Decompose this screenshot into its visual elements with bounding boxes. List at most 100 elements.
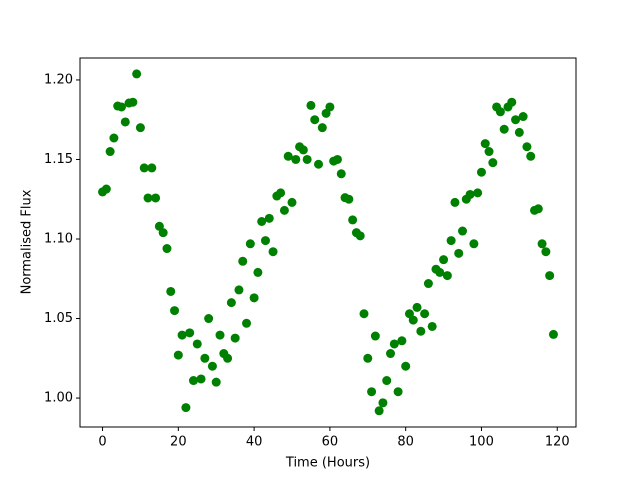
y-tick-label: 1.15 (44, 152, 73, 167)
point (135, 123, 145, 133)
point (442, 271, 452, 281)
point (374, 406, 384, 416)
point (192, 339, 202, 349)
x-tick-label: 0 (98, 435, 106, 450)
x-axis-label: Time (Hours) (285, 456, 370, 471)
point (310, 115, 320, 125)
point (238, 256, 248, 266)
point (344, 194, 354, 204)
point (260, 236, 270, 246)
point (234, 285, 244, 295)
point (507, 97, 517, 107)
point (450, 197, 460, 207)
point (332, 154, 342, 164)
point (511, 115, 521, 125)
point (401, 361, 411, 371)
point (370, 331, 380, 341)
point (348, 215, 358, 225)
point (173, 350, 183, 360)
point (279, 205, 289, 215)
point (420, 309, 430, 319)
point (242, 318, 252, 328)
point (423, 279, 433, 289)
x-tick-label: 120 (545, 435, 570, 450)
point (298, 145, 308, 155)
point (283, 151, 293, 161)
point (253, 267, 263, 277)
point (181, 403, 191, 413)
point (139, 163, 149, 173)
y-tick-label: 1.00 (44, 391, 73, 406)
point (389, 339, 399, 349)
point (128, 97, 138, 107)
point (207, 361, 217, 371)
point (367, 387, 377, 397)
point (257, 217, 267, 227)
point (177, 330, 187, 340)
point (412, 302, 422, 312)
point (147, 163, 157, 173)
point (151, 193, 161, 203)
point (408, 315, 418, 325)
y-tick-label: 1.20 (44, 72, 73, 87)
point (158, 228, 168, 238)
point (484, 147, 494, 157)
point (499, 124, 509, 134)
point (439, 255, 449, 265)
point (397, 336, 407, 346)
point (476, 167, 486, 177)
point (446, 236, 456, 246)
point (359, 309, 369, 319)
point (382, 376, 392, 386)
point (162, 244, 172, 254)
point (306, 100, 316, 110)
point (336, 169, 346, 179)
point (170, 306, 180, 316)
x-tick-label: 80 (397, 435, 414, 450)
point (514, 127, 524, 137)
point (101, 184, 111, 194)
point (548, 329, 558, 339)
y-tick-label: 1.05 (44, 311, 73, 326)
point (291, 154, 301, 164)
point (314, 159, 324, 169)
point (249, 293, 259, 303)
point (458, 226, 468, 236)
point (355, 231, 365, 241)
point (188, 376, 198, 386)
plot-frame (79, 57, 577, 428)
point (378, 398, 388, 408)
y-axis-label: Normalised Flux (20, 189, 35, 294)
point (223, 353, 233, 363)
point (435, 267, 445, 277)
x-tick-label: 40 (246, 435, 263, 450)
point (245, 239, 255, 249)
point (196, 374, 206, 384)
point (537, 239, 547, 249)
point (105, 147, 115, 157)
x-tick-label: 60 (322, 435, 339, 450)
x-tick-label: 100 (469, 435, 494, 450)
point (264, 213, 274, 223)
point (480, 139, 490, 149)
point (166, 286, 176, 296)
point (363, 353, 373, 363)
point (109, 133, 119, 143)
point (325, 102, 335, 112)
point (185, 328, 195, 338)
point (545, 271, 555, 281)
point (469, 239, 479, 249)
point (473, 188, 483, 198)
point (465, 189, 475, 199)
point (226, 298, 236, 308)
point (454, 248, 464, 258)
point (518, 112, 528, 122)
point (495, 107, 505, 117)
point (230, 333, 240, 343)
point (317, 123, 327, 133)
point (416, 326, 426, 336)
point (268, 247, 278, 257)
point (120, 117, 130, 127)
